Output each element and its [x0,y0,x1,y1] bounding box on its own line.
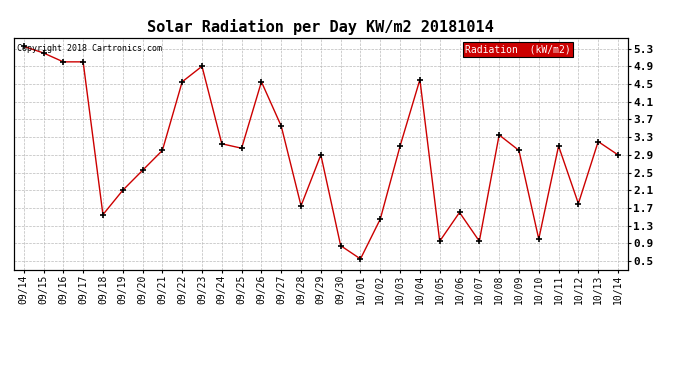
Text: Radiation  (kW/m2): Radiation (kW/m2) [465,45,571,54]
Title: Solar Radiation per Day KW/m2 20181014: Solar Radiation per Day KW/m2 20181014 [148,19,494,35]
Text: Copyright 2018 Cartronics.com: Copyright 2018 Cartronics.com [17,45,162,54]
